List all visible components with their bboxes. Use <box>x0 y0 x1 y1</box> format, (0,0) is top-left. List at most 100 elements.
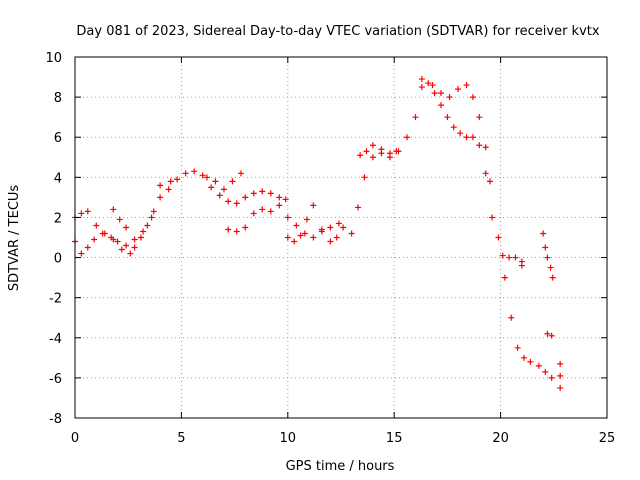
x-axis-label: GPS time / hours <box>286 459 395 474</box>
data-point <box>284 234 291 241</box>
data-point <box>233 228 240 235</box>
data-point <box>557 360 564 367</box>
data-point <box>78 210 85 217</box>
data-point <box>199 172 206 179</box>
data-point <box>418 76 425 83</box>
data-point <box>476 142 483 149</box>
data-point <box>225 198 232 205</box>
series-mid-morning <box>110 178 174 243</box>
x-tick-label: 25 <box>599 431 616 446</box>
data-point <box>310 234 317 241</box>
data-point <box>216 192 223 199</box>
data-point <box>333 234 340 241</box>
data-point <box>518 262 525 269</box>
series-afternoon <box>203 170 289 235</box>
data-point <box>444 114 451 121</box>
data-point <box>540 230 547 237</box>
y-tick-label: 0 <box>54 252 62 267</box>
data-point <box>455 86 462 93</box>
data-point <box>276 202 283 209</box>
data-point <box>463 82 470 89</box>
data-point <box>250 210 257 217</box>
data-point <box>501 274 508 281</box>
data-point <box>506 254 513 261</box>
data-point <box>78 250 85 257</box>
data-point <box>327 224 334 231</box>
data-point <box>557 372 564 379</box>
data-point <box>469 94 476 101</box>
data-point <box>403 134 410 141</box>
series-morning-tail <box>72 208 134 257</box>
data-point <box>91 236 98 243</box>
data-point <box>167 178 174 185</box>
data-point <box>267 208 274 215</box>
data-point <box>340 224 347 231</box>
grid-layer <box>75 57 607 418</box>
series-upper-branch <box>418 76 493 185</box>
data-point <box>293 222 300 229</box>
data-point <box>318 226 325 233</box>
data-point <box>233 200 240 207</box>
data-point <box>489 214 496 221</box>
data-point <box>521 354 528 361</box>
data-point <box>446 94 453 101</box>
data-point <box>486 178 493 185</box>
data-point <box>544 254 551 261</box>
data-point <box>116 216 123 223</box>
data-point <box>355 204 362 211</box>
data-point <box>291 238 298 245</box>
data-point <box>348 230 355 237</box>
series-isolated-22h <box>540 230 564 391</box>
data-point <box>303 216 310 223</box>
data-point <box>482 170 489 177</box>
data-point <box>93 222 100 229</box>
data-point <box>267 190 274 197</box>
data-point <box>110 206 117 213</box>
data-point <box>310 202 317 209</box>
data-point <box>457 130 464 137</box>
data-point <box>508 314 515 321</box>
data-point <box>157 182 164 189</box>
data-point <box>114 238 121 245</box>
data-point <box>191 168 198 175</box>
data-point <box>259 206 266 213</box>
data-point <box>118 246 125 253</box>
data-point <box>242 224 249 231</box>
data-point <box>123 224 130 231</box>
data-point <box>208 184 215 191</box>
x-tick-label: 5 <box>177 431 185 446</box>
data-point <box>140 228 147 235</box>
data-point <box>438 90 445 97</box>
data-point <box>282 196 289 203</box>
data-point <box>284 214 291 221</box>
data-point <box>542 368 549 375</box>
x-tick-label: 10 <box>280 431 297 446</box>
data-point <box>225 226 232 233</box>
data-point <box>84 208 91 215</box>
data-point <box>182 170 189 177</box>
data-point <box>527 358 534 365</box>
data-point <box>369 154 376 161</box>
data-point <box>220 186 227 193</box>
data-point <box>482 144 489 151</box>
data-point <box>495 234 502 241</box>
data-point <box>357 152 364 159</box>
data-point <box>276 194 283 201</box>
data-point <box>512 254 519 261</box>
data-point <box>237 170 244 177</box>
data-point <box>157 194 164 201</box>
y-tick-label: -2 <box>49 292 62 307</box>
series-pre-dawn-arc <box>357 142 400 159</box>
data-point <box>250 190 257 197</box>
data-point <box>148 214 155 221</box>
data-point <box>469 134 476 141</box>
data-point <box>361 174 368 181</box>
data-point <box>476 114 483 121</box>
data-point <box>429 82 436 89</box>
y-tick-label: -6 <box>49 372 62 387</box>
data-point <box>549 274 556 281</box>
data-point <box>297 232 304 239</box>
data-point <box>499 252 506 259</box>
data-point <box>418 84 425 91</box>
y-tick-label: -8 <box>49 412 62 427</box>
